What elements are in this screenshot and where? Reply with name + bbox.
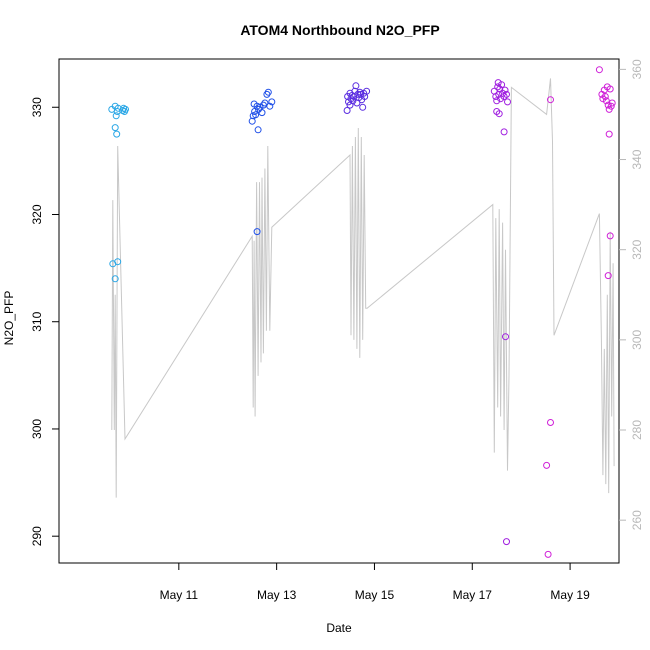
y2-tick-label: 280 xyxy=(630,420,644,440)
plot-area-frame xyxy=(58,58,620,564)
data-point xyxy=(502,333,509,341)
data-point xyxy=(605,130,613,138)
x-axis: May 11 May 13 May 15 May 17 May 19 xyxy=(160,563,590,602)
data-point xyxy=(258,109,266,117)
y2-tick-label: 320 xyxy=(630,239,644,259)
y2-tick-label: 260 xyxy=(630,510,644,530)
data-point xyxy=(604,272,612,280)
data-point xyxy=(261,99,269,107)
data-point xyxy=(268,98,276,106)
data-point xyxy=(350,93,358,100)
data-point xyxy=(604,101,612,109)
data-point xyxy=(501,86,509,94)
data-point xyxy=(266,102,274,110)
x-tick-label: May 17 xyxy=(453,588,493,602)
data-point xyxy=(494,83,502,91)
x-tick-label: May 13 xyxy=(257,588,297,602)
x-axis-label: Date xyxy=(326,621,352,635)
data-point xyxy=(343,107,351,114)
data-point xyxy=(359,103,367,111)
data-point xyxy=(601,93,609,100)
chart-title: ATOM4 Northbound N2O_PFP xyxy=(240,22,439,38)
data-point xyxy=(253,228,261,236)
data-point xyxy=(607,102,615,110)
data-point xyxy=(352,82,360,90)
y-tick-label: 320 xyxy=(30,204,44,224)
data-point xyxy=(544,550,552,558)
data-point xyxy=(114,258,122,266)
data-point xyxy=(547,419,554,426)
data-point xyxy=(259,101,267,109)
data-point xyxy=(504,98,511,106)
data-point xyxy=(254,126,262,134)
data-point xyxy=(606,232,614,240)
data-point xyxy=(599,95,607,103)
data-point xyxy=(606,85,614,93)
data-point xyxy=(111,124,119,132)
y-tick-label: 290 xyxy=(30,526,44,546)
data-point xyxy=(264,88,272,96)
data-points-layer xyxy=(108,66,616,558)
data-point xyxy=(363,87,371,95)
secondary-series-line xyxy=(111,78,615,498)
data-point xyxy=(111,275,119,283)
data-point xyxy=(602,97,610,105)
x-tick-label: May 11 xyxy=(160,588,199,602)
y-tick-label: 300 xyxy=(30,419,44,439)
data-point xyxy=(114,104,122,112)
y2-axis: 260 280 300 320 340 360 xyxy=(619,59,644,530)
data-point xyxy=(498,81,506,89)
data-point xyxy=(595,66,603,74)
data-point xyxy=(495,110,503,118)
data-point xyxy=(112,112,120,120)
data-point xyxy=(500,128,508,136)
data-point xyxy=(122,105,129,113)
x-tick-label: May 15 xyxy=(355,588,395,602)
data-point xyxy=(503,90,510,98)
y2-tick-label: 340 xyxy=(630,149,644,169)
x-tick-label: May 19 xyxy=(550,588,590,602)
data-point xyxy=(250,100,258,108)
data-point xyxy=(494,79,502,87)
secondary-series-layer xyxy=(111,78,615,498)
data-point xyxy=(547,96,554,104)
data-point xyxy=(608,99,616,107)
data-point xyxy=(252,111,260,119)
data-point xyxy=(543,461,551,469)
y-axis-label: N2O_PFP xyxy=(2,291,16,346)
y2-tick-label: 300 xyxy=(630,330,644,350)
data-point xyxy=(346,101,354,109)
y-axis: 290 300 310 320 330 xyxy=(30,97,59,546)
data-point xyxy=(503,538,510,546)
data-point xyxy=(113,130,121,138)
data-point xyxy=(493,97,501,105)
y2-tick-label: 360 xyxy=(630,59,644,79)
y-tick-label: 330 xyxy=(30,97,44,117)
y-tick-label: 310 xyxy=(30,311,44,331)
